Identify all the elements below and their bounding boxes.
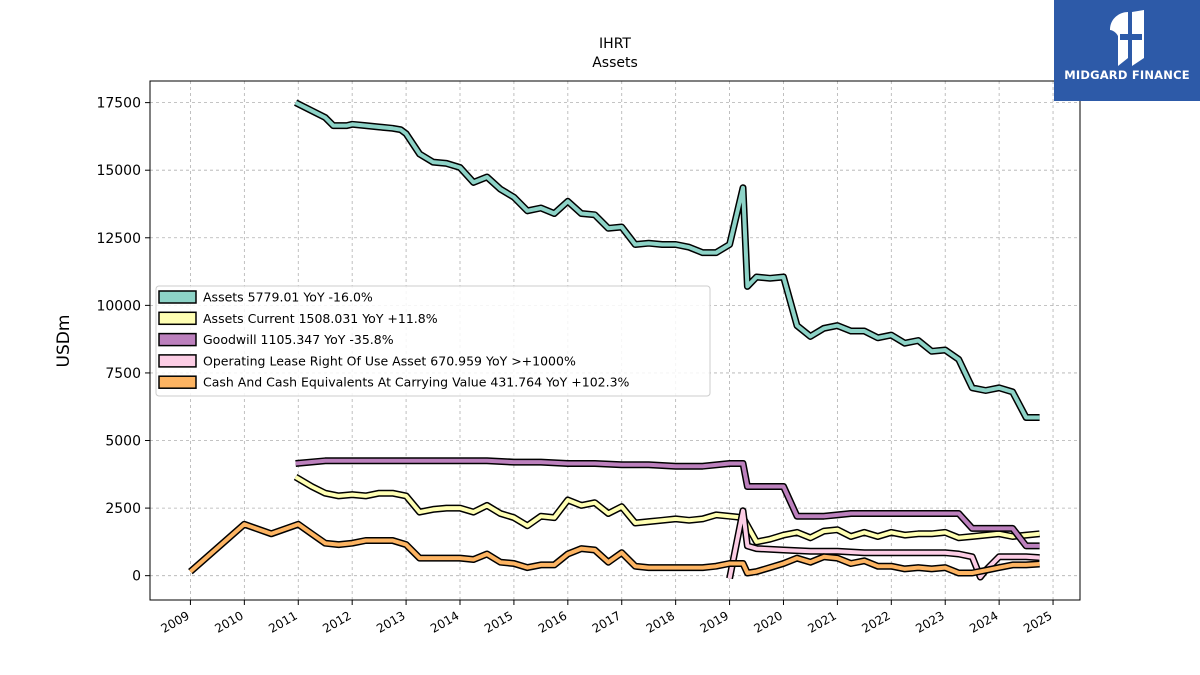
- y-tick-label: 15000: [96, 163, 141, 179]
- legend-box: [155, 285, 711, 397]
- logo-text: MIDGARD FINANCE: [1064, 68, 1190, 82]
- legend-swatch: [158, 354, 197, 368]
- x-tick-label: 2017: [590, 608, 623, 635]
- x-tick-label: 2015: [482, 608, 515, 635]
- y-tick-label: 0: [132, 569, 141, 585]
- brand-logo: MIDGARD FINANCE: [1054, 0, 1200, 101]
- x-tick-label: 2022: [859, 608, 892, 635]
- x-tick-label: 2019: [698, 608, 731, 635]
- legend: Assets 5779.01 YoY -16.0% Assets Current …: [155, 285, 711, 397]
- series-line-assets-current: [294, 475, 1040, 544]
- logo-mark-icon: [1110, 10, 1144, 66]
- legend-label: Operating Lease Right Of Use Asset 670.9…: [203, 353, 576, 368]
- y-axis-label: USDm: [54, 315, 74, 368]
- x-tick-label: 2021: [805, 608, 838, 635]
- x-tick-label: 2016: [536, 608, 569, 635]
- x-tick-label: 2012: [320, 608, 353, 635]
- y-axis-ticks: 0 2500 5000 7500 10000 12500 15000 17500: [96, 96, 150, 585]
- series-line-cash-and-cash-equivalents-at-carrying-value: [189, 522, 1040, 575]
- series-line-assets: [294, 100, 1040, 420]
- chart-title: IHRT: [599, 36, 631, 52]
- y-tick-label: 12500: [96, 231, 141, 247]
- series-line-goodwill: [295, 458, 1040, 548]
- x-tick-label: 2011: [266, 608, 299, 635]
- legend-label: Cash And Cash Equivalents At Carrying Va…: [203, 375, 630, 390]
- legend-label: Assets 5779.01 YoY -16.0%: [203, 290, 373, 305]
- x-tick-label: 2023: [913, 608, 946, 635]
- y-tick-label: 2500: [105, 501, 141, 517]
- x-tick-label: 2025: [1021, 608, 1054, 635]
- x-axis-ticks: 2009 2010 2011 2012 2013 2014 2015 2016 2017 2018…: [158, 600, 1055, 636]
- x-tick-label: 2014: [428, 608, 461, 635]
- y-tick-label: 10000: [96, 298, 141, 314]
- x-tick-label: 2010: [212, 608, 245, 635]
- x-tick-label: 2020: [752, 608, 785, 635]
- x-tick-label: 2018: [644, 608, 677, 635]
- x-tick-label: 2024: [967, 608, 1000, 635]
- legend-swatch: [158, 375, 197, 389]
- x-tick-label: 2013: [374, 608, 407, 635]
- y-tick-label: 7500: [105, 366, 141, 382]
- legend-label: Goodwill 1105.347 YoY -35.8%: [203, 332, 394, 347]
- y-tick-label: 17500: [96, 96, 141, 112]
- legend-swatch: [158, 311, 197, 326]
- chart-subtitle: Assets: [592, 55, 638, 71]
- legend-swatch: [158, 290, 197, 304]
- legend-label: Assets Current 1508.031 YoY +11.8%: [203, 311, 438, 326]
- plot-frame: [149, 80, 1081, 601]
- x-tick-label: 2009: [158, 608, 191, 635]
- y-tick-label: 5000: [105, 434, 141, 450]
- series-layer: [188, 99, 1040, 581]
- legend-swatch: [158, 332, 197, 347]
